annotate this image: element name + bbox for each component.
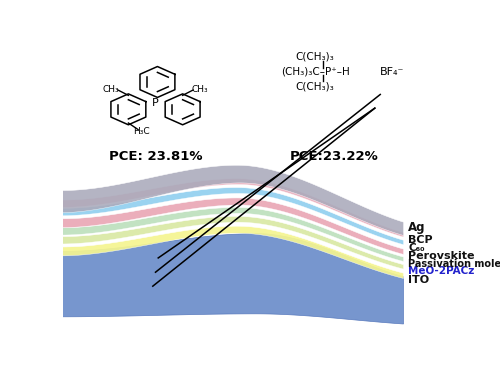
Text: P: P — [152, 98, 159, 108]
Text: (CH₃)₃C–P⁺–H: (CH₃)₃C–P⁺–H — [282, 66, 350, 76]
Text: Ag: Ag — [408, 221, 426, 234]
Text: C(CH₃)₃: C(CH₃)₃ — [295, 52, 334, 62]
Text: Perovskite: Perovskite — [408, 251, 474, 261]
Text: BCP: BCP — [408, 235, 433, 245]
Text: CH₃: CH₃ — [102, 85, 120, 94]
Polygon shape — [62, 179, 404, 237]
Text: PCE: 23.81%: PCE: 23.81% — [109, 150, 202, 163]
Text: C(CH₃)₃: C(CH₃)₃ — [295, 81, 334, 91]
Text: CH₃: CH₃ — [192, 85, 208, 94]
Text: PCE:23.22%: PCE:23.22% — [290, 150, 378, 163]
Text: MeO-2PACz: MeO-2PACz — [408, 266, 474, 276]
Polygon shape — [62, 207, 404, 261]
Polygon shape — [62, 165, 404, 235]
Text: H₃C: H₃C — [134, 127, 150, 136]
Polygon shape — [62, 216, 404, 269]
Text: ITO: ITO — [408, 274, 430, 284]
Text: C₆₀: C₆₀ — [408, 242, 425, 252]
Polygon shape — [62, 226, 404, 278]
Text: BF₄⁻: BF₄⁻ — [380, 66, 404, 76]
Polygon shape — [62, 198, 404, 254]
Polygon shape — [62, 188, 404, 245]
Polygon shape — [62, 234, 404, 324]
Text: Passivation molecules: Passivation molecules — [408, 259, 500, 269]
